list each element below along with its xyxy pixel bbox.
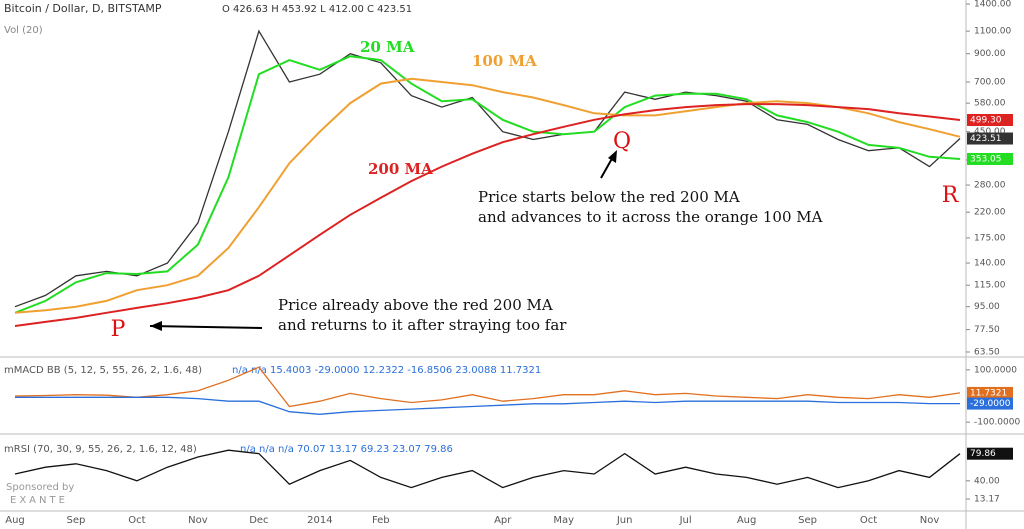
x-tick-label: Aug: [5, 515, 25, 526]
y-tick-label: 1400.00: [974, 0, 1011, 10]
x-tick-label: Feb: [372, 515, 390, 526]
x-tick-label: 2014: [307, 515, 332, 526]
macd-title: mMACD BB (5, 12, 5, 55, 26, 2, 1.6, 48): [4, 365, 202, 376]
series-line: [14, 103, 961, 327]
annotation: Q: [613, 129, 631, 154]
y-tick-label: 175.00: [974, 233, 1006, 243]
ma-label: 200 MA: [368, 160, 433, 178]
series-line: [14, 29, 961, 308]
y-tick-label: 220.00: [974, 208, 1006, 218]
y-tick-label: 100.0000: [974, 365, 1017, 375]
last-value-tag: [967, 152, 1013, 165]
rsi-readout: n/a n/a n/a 70.07 13.17 69.23 23.07 79.8…: [240, 444, 453, 455]
annotation: and advances to it across the orange 100…: [478, 208, 823, 226]
last-value-label: 353.05: [970, 154, 1002, 164]
last-value-tag: [967, 447, 1013, 460]
y-tick-label: 580.00: [974, 99, 1006, 109]
last-value-label: 423.51: [970, 134, 1002, 144]
last-value-label: -29.0000: [970, 399, 1011, 409]
y-tick-label: 40.00: [974, 476, 1000, 486]
annotation: P: [111, 317, 126, 342]
annotation: Price starts below the red 200 MA: [478, 188, 740, 206]
y-tick-label: 1100.00: [974, 27, 1011, 37]
rsi-title: mRSI (70, 30, 9, 55, 26, 2, 1.6, 12, 48): [4, 444, 197, 455]
arrowhead: [150, 321, 162, 331]
y-tick-label: -100.0000: [974, 418, 1020, 428]
x-tick-label: Aug: [737, 515, 757, 526]
y-tick-label: 140.00: [974, 259, 1006, 269]
sponsor: Sponsored by: [6, 482, 74, 493]
x-tick-label: Jun: [616, 515, 633, 526]
x-tick-label: Nov: [188, 515, 208, 526]
x-tick-label: Apr: [494, 515, 512, 526]
last-value-tag: [967, 386, 1013, 399]
sponsor-brand: EXANTE: [10, 495, 68, 506]
series-line: [14, 55, 961, 314]
arrow: [149, 325, 263, 329]
x-tick-label: Dec: [249, 515, 268, 526]
ma-label: 20 MA: [360, 38, 415, 56]
series-line: [14, 449, 961, 489]
y-tick-label: 63.50: [974, 348, 1000, 358]
x-tick-label: Sep: [67, 515, 86, 526]
annotation: R: [942, 183, 960, 208]
last-value-tag: [967, 397, 1013, 410]
last-value-label: 11.7321: [970, 388, 1007, 398]
x-tick-label: Nov: [920, 515, 940, 526]
last-value-tag: [967, 113, 1013, 126]
symbol[interactable]: Bitcoin / Dollar, D, BITSTAMP: [4, 2, 162, 15]
arrowhead: [608, 150, 617, 163]
annotation: and returns to it after straying too far: [278, 316, 567, 334]
y-tick-label: 95.00: [974, 302, 1000, 312]
series-line: [14, 366, 961, 408]
last-value-label: 499.30: [970, 115, 1002, 125]
y-tick-label: 900.00: [974, 49, 1006, 59]
x-tick-label: Oct: [128, 515, 145, 526]
series-line: [14, 77, 961, 314]
y-tick-label: 450.00: [974, 127, 1006, 137]
x-tick-label: Jul: [679, 515, 692, 526]
x-tick-label: Oct: [860, 515, 877, 526]
last-value-label: 79.86: [970, 449, 996, 459]
x-tick-label: Sep: [798, 515, 817, 526]
annotation: Price already above the red 200 MA: [278, 296, 553, 314]
last-value-tag: [967, 132, 1013, 145]
ma-label: 100 MA: [472, 52, 537, 70]
y-tick-label: 13.17: [974, 495, 1000, 505]
y-tick-label: 77.50: [974, 325, 1000, 335]
y-tick-label: 115.00: [974, 281, 1006, 291]
y-tick-label: 280.00: [974, 181, 1006, 191]
ohlc: O 426.63 H 453.92 L 412.00 C 423.51: [222, 4, 412, 15]
series-line: [15, 396, 960, 415]
macd-readout: n/a n/a 15.4003 -29.0000 12.2322 -16.850…: [232, 365, 541, 376]
y-tick-label: 700.00: [974, 77, 1006, 87]
x-tick-label: May: [553, 515, 574, 526]
volume-label[interactable]: Vol (20): [4, 25, 43, 36]
